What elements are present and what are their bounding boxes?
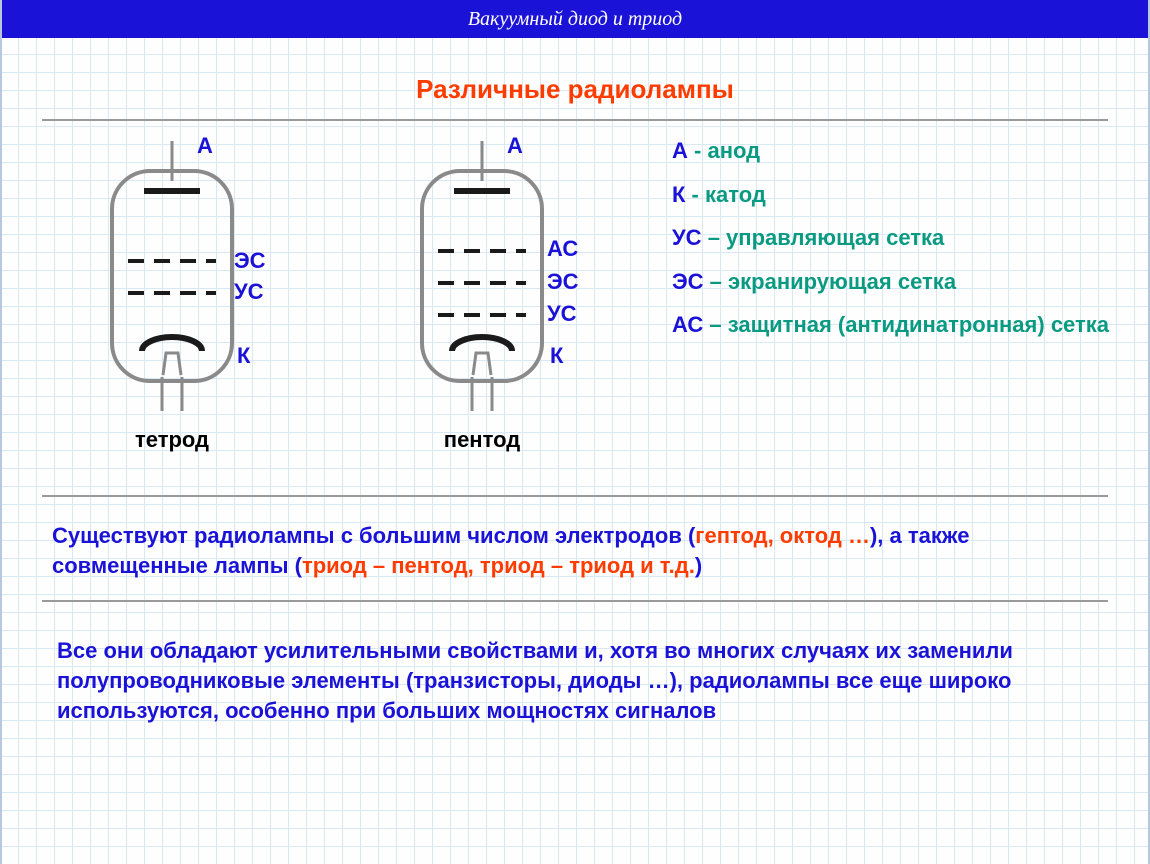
pentode-caption: пентод [402,427,562,453]
pentode-label-as: АС [547,236,578,262]
tetrode-label-es: ЭС [234,248,266,274]
legend: А - анод К - катод УС – управляющая сетк… [672,137,1109,355]
para1-seg5: ) [695,553,702,578]
legend-key-es: ЭС [672,269,704,294]
tetrode-label-k: К [237,343,250,369]
pentode-label-es: ЭС [547,269,579,295]
legend-sep-us: – [702,225,726,250]
legend-desc-us: управляющая сетка [726,225,944,250]
page-title: Различные радиолампы [2,74,1148,105]
legend-sep-a: - [688,138,708,163]
divider-bottom [42,600,1108,602]
para1-seg4: триод – пентод, триод – триод и т.д. [302,553,695,578]
tetrode-caption: тетрод [92,427,252,453]
divider-mid [42,495,1108,497]
legend-sep-as: – [703,312,727,337]
header-title: Вакуумный диод и триод [468,8,682,31]
legend-desc-es: экранирующая сетка [728,269,956,294]
legend-key-k: К [672,182,685,207]
legend-row-a: А - анод [672,137,1109,165]
pentode-label-k: К [550,343,563,369]
legend-desc-as: защитная (антидинатронная) сетка [728,312,1109,337]
legend-sep-k: - [685,182,705,207]
legend-key-as: АС [672,312,703,337]
legend-desc-a: анод [707,138,760,163]
pentode-label-us: УС [547,301,577,327]
pentode-diagram: пентод [402,141,562,453]
legend-row-es: ЭС – экранирующая сетка [672,268,1109,296]
para1-seg1: Существуют радиолампы с большим числом э… [52,523,695,548]
tetrode-svg [92,141,252,421]
tetrode-diagram: тетрод [92,141,252,453]
tetrode-label-a: А [197,133,213,159]
paragraph-1: Существуют радиолампы с большим числом э… [52,521,1098,580]
para1-seg2: гептод, октод … [695,523,870,548]
legend-desc-k: катод [705,182,766,207]
divider-top [42,119,1108,121]
legend-row-us: УС – управляющая сетка [672,224,1109,252]
header-bar: Вакуумный диод и триод [2,0,1148,38]
legend-key-us: УС [672,225,702,250]
legend-key-a: А [672,138,688,163]
legend-sep-es: – [704,269,728,294]
pentode-label-a: А [507,133,523,159]
tetrode-label-us: УС [234,279,264,305]
legend-row-as: АС – защитная (антидинатронная) сетка [672,311,1109,339]
diagram-area: тетрод А ЭС УС К пентод А АС ЭС УС К А -… [2,131,1148,481]
pentode-svg [402,141,562,421]
paragraph-2: Все они обладают усилительными свойствам… [57,636,1093,725]
legend-row-k: К - катод [672,181,1109,209]
